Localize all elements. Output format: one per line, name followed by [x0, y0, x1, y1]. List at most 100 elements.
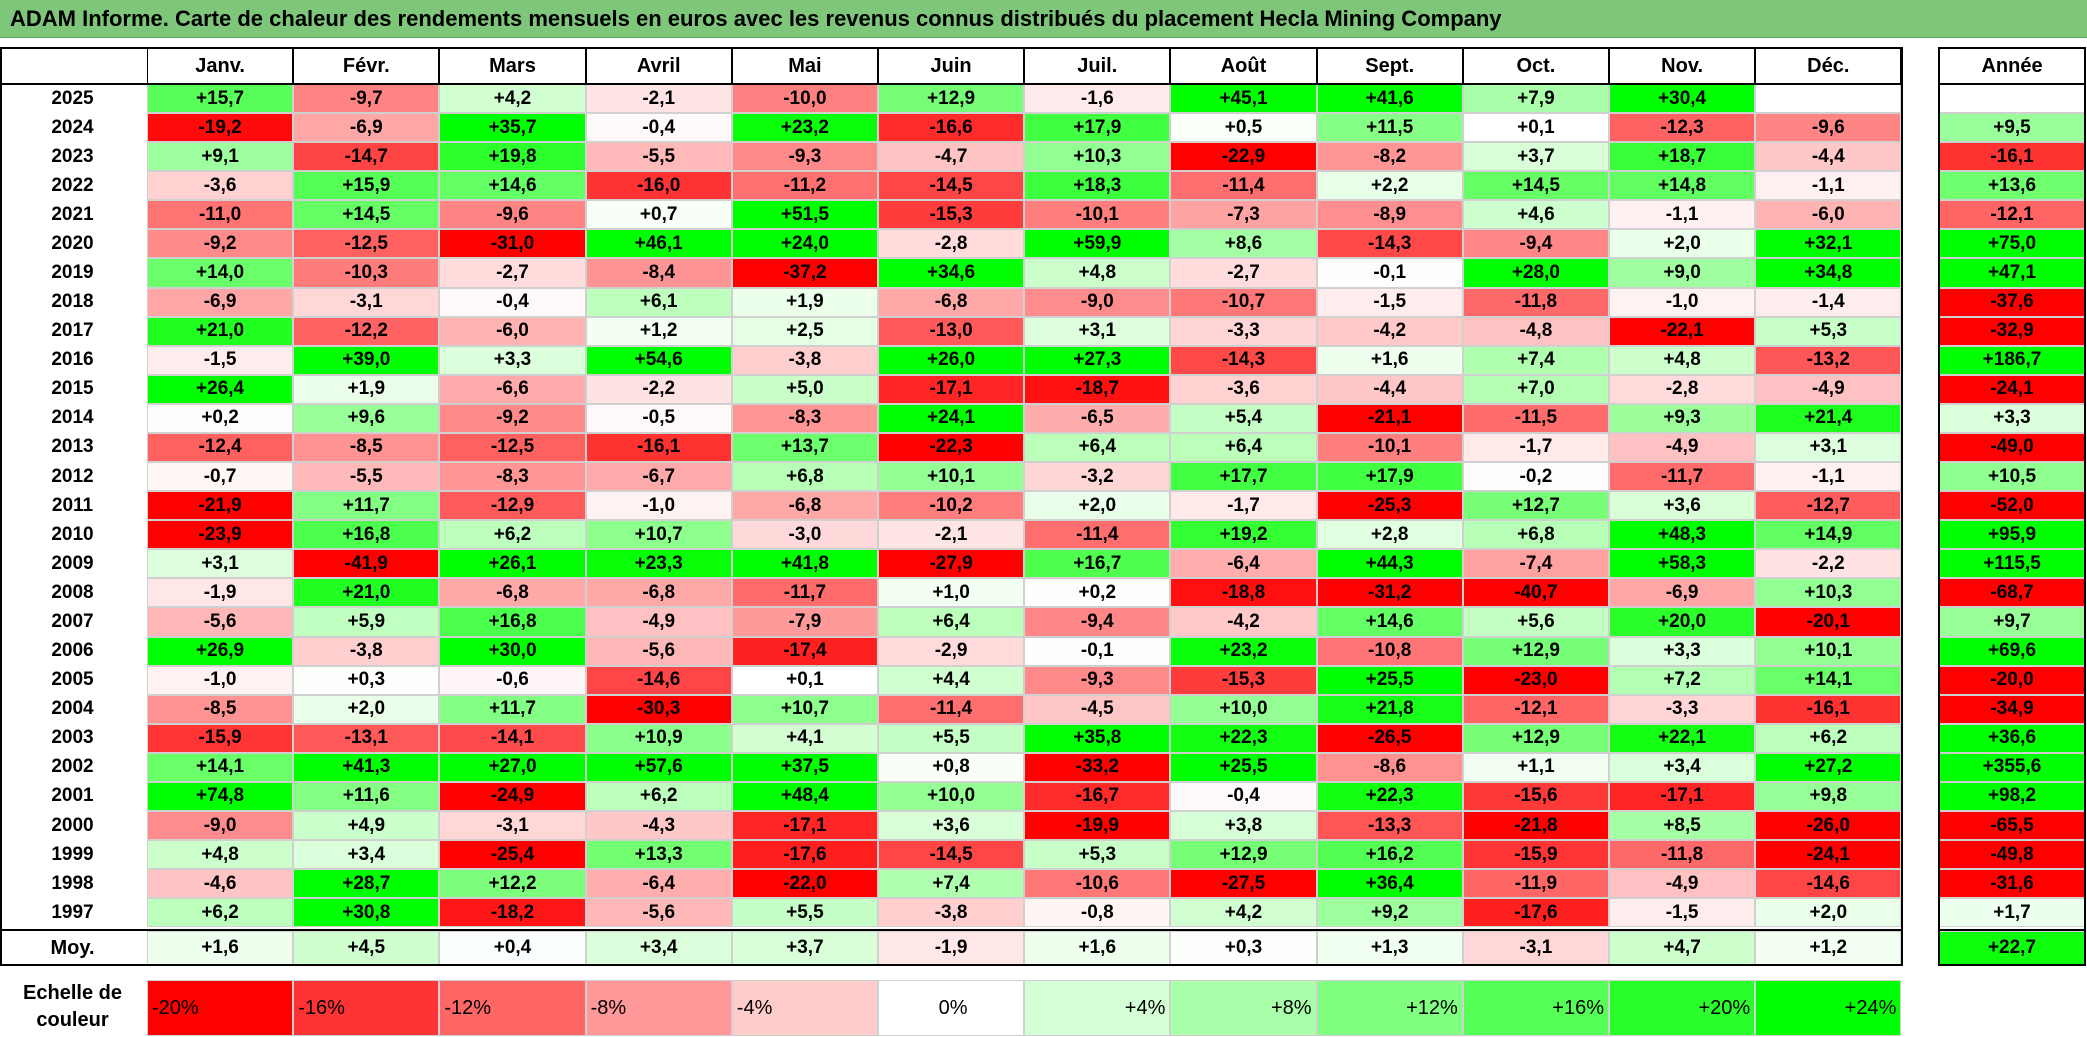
- heatmap-cell: -0,1: [1024, 636, 1171, 666]
- heatmap-cell: +1,9: [731, 287, 878, 317]
- heatmap-cell: -12,3: [1609, 113, 1756, 143]
- annual-cell: +355,6: [1939, 752, 2085, 782]
- year-label: 2019: [0, 258, 145, 288]
- heatmap-cell: -9,6: [439, 200, 586, 230]
- heatmap-cell: +58,3: [1609, 549, 1756, 579]
- heatmap-cell: +6,1: [585, 287, 732, 317]
- heatmap-cell: +4,2: [439, 84, 586, 114]
- heatmap-cell: +10,3: [1755, 578, 1902, 608]
- heatmap-cell: -4,2: [1170, 607, 1317, 637]
- heatmap-cell: +16,8: [293, 520, 440, 550]
- heatmap-cell: +12,9: [1462, 723, 1609, 753]
- year-label: 2002: [0, 752, 145, 782]
- year-label: 2024: [0, 113, 145, 143]
- heatmap-cell: +45,1: [1170, 84, 1317, 114]
- color-scale-step: -4%: [731, 980, 878, 1036]
- heatmap-cell: -14,3: [1316, 229, 1463, 259]
- heatmap-cell: -5,6: [585, 898, 732, 928]
- heatmap-cell: +23,2: [1170, 636, 1317, 666]
- column-header: Sept.: [1316, 48, 1463, 84]
- heatmap-cell: +2,2: [1316, 171, 1463, 201]
- heatmap-cell: -8,3: [439, 462, 586, 492]
- heatmap-cell: +6,2: [585, 781, 732, 811]
- average-cell: +1,2: [1755, 931, 1902, 966]
- heatmap-cell: +12,2: [439, 869, 586, 899]
- heatmap-cell: -11,9: [1462, 869, 1609, 899]
- heatmap-cell: +1,1: [1462, 752, 1609, 782]
- heatmap-cell: +7,9: [1462, 84, 1609, 114]
- heatmap-cell: -16,0: [585, 171, 732, 201]
- heatmap-cell: -6,9: [1609, 578, 1756, 608]
- year-label: 2021: [0, 200, 145, 230]
- annual-cell: -49,8: [1939, 840, 2085, 870]
- year-label: 2016: [0, 345, 145, 375]
- heatmap-cell: -15,3: [878, 200, 1025, 230]
- heatmap-cell: +11,7: [293, 491, 440, 521]
- heatmap-cell: -6,6: [439, 374, 586, 404]
- heatmap-cell: -14,1: [439, 723, 586, 753]
- heatmap-cell: -15,3: [1170, 665, 1317, 695]
- heatmap-cell: -13,1: [293, 723, 440, 753]
- average-cell: -1,9: [878, 931, 1025, 966]
- year-label: 2007: [0, 607, 145, 637]
- heatmap-cell: +25,5: [1316, 665, 1463, 695]
- heatmap-cell: -30,3: [585, 694, 732, 724]
- heatmap-cell: +1,2: [585, 316, 732, 346]
- year-label: 2014: [0, 403, 145, 433]
- heatmap-cell: -8,2: [1316, 142, 1463, 172]
- heatmap-cell: +4,4: [878, 665, 1025, 695]
- average-cell: -3,1: [1462, 931, 1609, 966]
- heatmap-cell: -2,7: [439, 258, 586, 288]
- heatmap-cell: +24,1: [878, 403, 1025, 433]
- heatmap-cell: -22,0: [731, 869, 878, 899]
- heatmap-cell: -9,6: [1755, 113, 1902, 143]
- color-scale-step: -8%: [585, 980, 732, 1036]
- heatmap-cell: +14,1: [1755, 665, 1902, 695]
- heatmap-cell: -10,3: [293, 258, 440, 288]
- heatmap-cell: +3,8: [1170, 811, 1317, 841]
- heatmap-cell: -8,3: [731, 403, 878, 433]
- heatmap-cell: +44,3: [1316, 549, 1463, 579]
- heatmap-cell: +3,3: [1609, 636, 1756, 666]
- heatmap-cell: +34,8: [1755, 258, 1902, 288]
- heatmap-cell: -6,8: [878, 287, 1025, 317]
- heatmap-cell: -9,2: [147, 229, 294, 259]
- heatmap-cell: -11,8: [1609, 840, 1756, 870]
- heatmap-cell: +6,8: [731, 462, 878, 492]
- year-label: 2025: [0, 84, 145, 114]
- annual-header-separator: [1938, 83, 2086, 85]
- column-header: Août: [1170, 48, 1317, 84]
- average-cell: +3,7: [731, 931, 878, 966]
- heatmap-cell: -8,6: [1316, 752, 1463, 782]
- heatmap-cell: +3,1: [1755, 432, 1902, 463]
- heatmap-cell: +37,5: [731, 752, 878, 782]
- heatmap-cell: +7,2: [1609, 665, 1756, 695]
- heatmap-cell: -5,6: [147, 607, 294, 637]
- column-header: Nov.: [1609, 48, 1756, 84]
- heatmap-cell: +3,1: [1024, 316, 1171, 346]
- heatmap-cell: -17,4: [731, 636, 878, 666]
- annual-cell: -52,0: [1939, 491, 2085, 521]
- heatmap-cell: -2,8: [1609, 374, 1756, 404]
- heatmap-cell: -11,8: [1462, 287, 1609, 317]
- heatmap-cell: +12,7: [1462, 491, 1609, 521]
- heatmap-cell: +5,0: [731, 374, 878, 404]
- column-header: Févr.: [293, 48, 440, 84]
- heatmap-cell: -16,1: [585, 432, 732, 463]
- heatmap-cell: -1,4: [1755, 287, 1902, 317]
- annual-cell: [1939, 84, 2085, 114]
- color-scale-step: -16%: [293, 980, 440, 1036]
- heatmap-cell: +21,0: [147, 316, 294, 346]
- heatmap-cell: +0,3: [293, 665, 440, 695]
- heatmap-cell: -4,4: [1316, 374, 1463, 404]
- heatmap-cell: +3,1: [147, 549, 294, 579]
- heatmap-cell: +0,7: [585, 200, 732, 230]
- heatmap-cell: +27,0: [439, 752, 586, 782]
- heatmap-cell: -21,1: [1316, 403, 1463, 433]
- heatmap-cell: -1,0: [585, 491, 732, 521]
- heatmap-cell: -15,9: [147, 723, 294, 753]
- heatmap-cell: +7,4: [1462, 345, 1609, 375]
- heatmap-cell: -9,2: [439, 403, 586, 433]
- heatmap-cell: -1,5: [1316, 287, 1463, 317]
- heatmap-cell: +2,8: [1316, 520, 1463, 550]
